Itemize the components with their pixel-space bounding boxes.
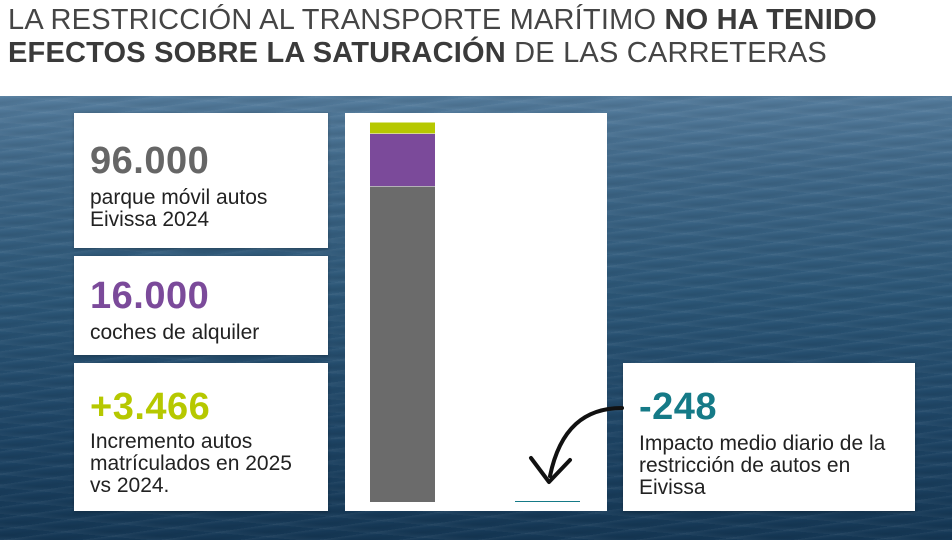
page-title: LA RESTRICCIÓN AL TRANSPORTE MARÍTIMO NO… xyxy=(8,4,877,69)
bar-segment-0-2 xyxy=(370,122,435,134)
stat-value: +3.466 xyxy=(90,386,211,428)
chart-svg xyxy=(370,121,580,502)
stacked-bar-chart xyxy=(345,113,607,511)
stat-label: parque móvil autos Eivissa 2024 xyxy=(90,186,268,231)
stat-label: Impacto medio diario de la restricción d… xyxy=(639,432,886,499)
bar-segment-0-1 xyxy=(370,133,435,187)
bar-segment-0-0 xyxy=(370,186,435,502)
arrow-head-icon xyxy=(529,456,572,484)
stat-value: -248 xyxy=(639,386,718,428)
stat-value: 16.000 xyxy=(90,275,210,317)
stat-card-impact: -248 Impacto medio diario de la restricc… xyxy=(623,363,915,511)
bar-segment-1-3 xyxy=(515,500,580,502)
bar-separator xyxy=(515,500,580,501)
stat-card-increase: +3.466 Incremento autos matrículados en … xyxy=(74,363,328,511)
stat-label: Incremento autos matrículados en 2025 vs… xyxy=(90,430,292,497)
bar-separator xyxy=(370,121,435,123)
stat-label: coches de alquiler xyxy=(90,321,260,344)
stat-card-rentals: 16.000 coches de alquiler xyxy=(74,256,328,355)
header: LA RESTRICCIÓN AL TRANSPORTE MARÍTIMO NO… xyxy=(0,0,952,96)
stat-value: 96.000 xyxy=(90,140,210,182)
bar-separator xyxy=(370,132,435,134)
curved-arrow-icon xyxy=(548,406,624,478)
stat-card-fleet: 96.000 parque móvil autos Eivissa 2024 xyxy=(74,113,328,248)
